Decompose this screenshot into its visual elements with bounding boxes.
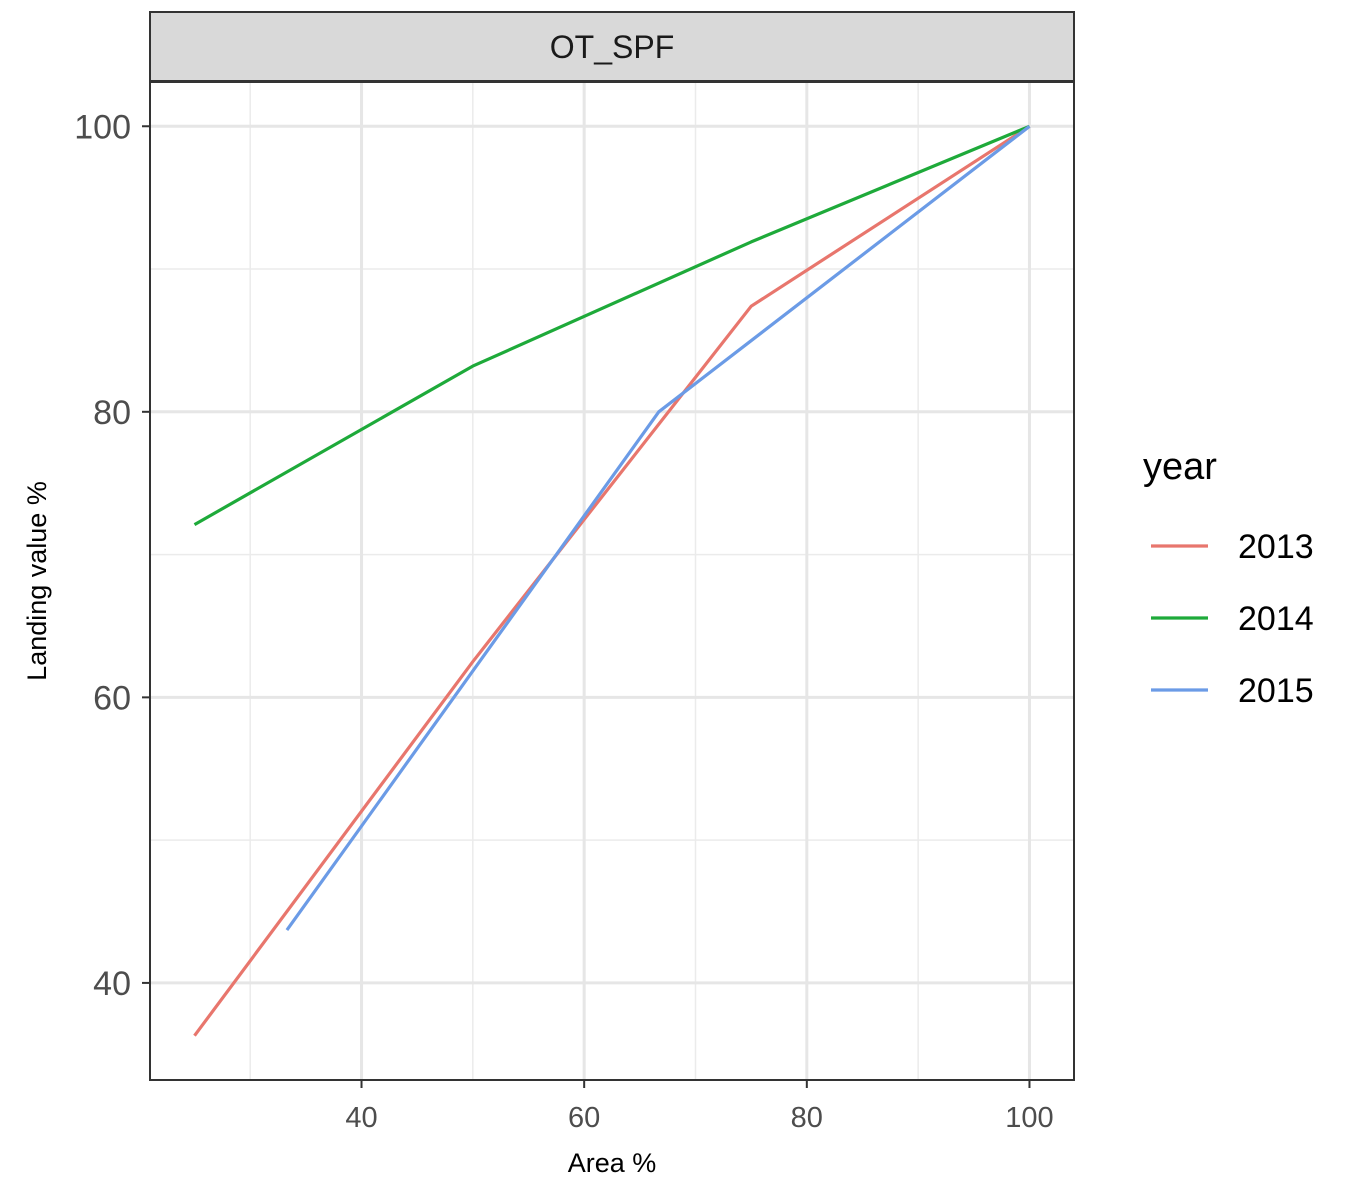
y-axis: 40 60 80 100 bbox=[74, 108, 150, 1003]
major-gridlines bbox=[150, 82, 1074, 1080]
facet-label: OT_SPF bbox=[550, 29, 674, 65]
x-tick-label: 80 bbox=[791, 1102, 823, 1134]
x-axis: 40 60 80 100 bbox=[345, 1080, 1054, 1134]
legend-label-2014: 2014 bbox=[1238, 600, 1314, 638]
legend-label-2015: 2015 bbox=[1238, 672, 1314, 710]
y-axis-title: Landing value % bbox=[22, 481, 52, 681]
facet-strip bbox=[149, 11, 1075, 82]
series-line-2013 bbox=[193, 124, 1031, 1037]
plot-panel-border bbox=[149, 81, 1075, 1081]
legend: 2013 2014 2015 bbox=[1151, 528, 1314, 710]
x-tick-label: 40 bbox=[345, 1102, 377, 1134]
y-tick-label: 80 bbox=[93, 394, 131, 432]
series-line-2014 bbox=[193, 124, 1031, 526]
x-axis-title: Area % bbox=[568, 1148, 657, 1178]
y-tick-label: 40 bbox=[93, 965, 131, 1003]
y-tick-label: 60 bbox=[93, 679, 131, 717]
minor-gridlines bbox=[150, 82, 1074, 1080]
x-tick-label: 60 bbox=[568, 1102, 600, 1134]
plot-panel bbox=[150, 82, 1074, 1080]
legend-title: year bbox=[1143, 446, 1217, 488]
legend-label-2013: 2013 bbox=[1238, 528, 1314, 566]
series-line-2015 bbox=[285, 125, 1031, 932]
series-lines bbox=[193, 124, 1031, 1037]
x-tick-label: 100 bbox=[1005, 1102, 1053, 1134]
y-tick-label: 100 bbox=[74, 108, 131, 146]
